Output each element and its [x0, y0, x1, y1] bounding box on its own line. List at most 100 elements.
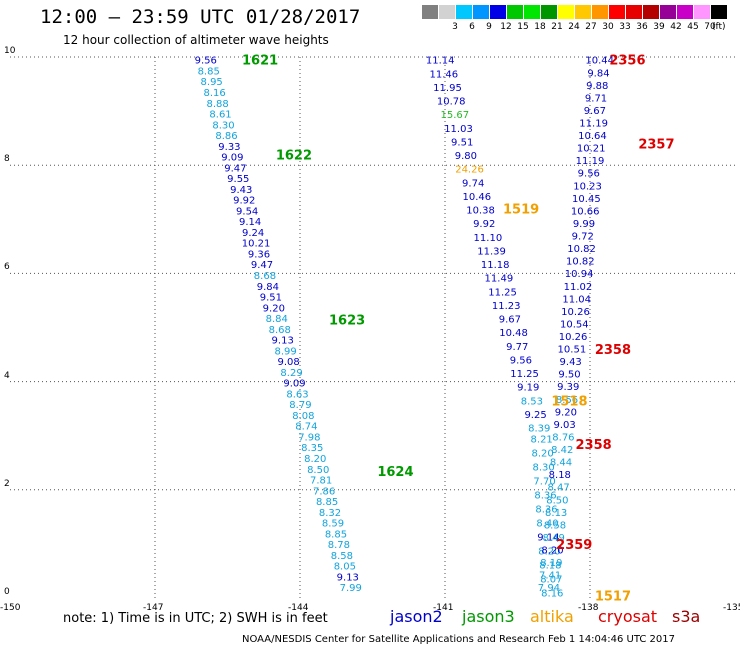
- wave-height-point: 8.05: [334, 562, 356, 573]
- satellite-name: cryosat: [598, 607, 658, 626]
- wave-height-point: 10.44: [585, 56, 614, 67]
- y-tick-label: 8: [4, 154, 10, 165]
- wave-height-point: 9.56: [510, 355, 532, 366]
- wave-height-point: 7.94: [538, 583, 560, 594]
- wave-height-point: 8.79: [289, 400, 311, 411]
- wave-height-point: 8.32: [319, 508, 341, 519]
- wave-height-point: 9.13: [337, 572, 359, 583]
- x-tick-label: -135: [723, 603, 740, 613]
- legend-label: 6: [469, 22, 475, 32]
- legend-swatch: [677, 5, 693, 19]
- wave-height-point: 9.54: [236, 206, 258, 217]
- legend-swatch: [711, 5, 727, 19]
- wave-height-point: 9.84: [257, 282, 279, 293]
- wave-height-point: 9.03: [553, 420, 575, 431]
- wave-height-point: 8.63: [286, 389, 308, 400]
- legend-swatch: [643, 5, 659, 19]
- wave-height-point: 8.07: [540, 575, 562, 586]
- satellite-name: jason3: [462, 607, 515, 626]
- wave-height-point: 9.80: [455, 151, 477, 162]
- wave-height-point: 8.16: [203, 88, 225, 99]
- wave-height-point: 8.30: [532, 462, 554, 473]
- wave-height-point: 8.18: [539, 561, 561, 572]
- wave-height-point: 11.49: [485, 274, 514, 285]
- wave-height-point: 8.53: [521, 396, 543, 407]
- legend-label: 15: [517, 22, 529, 32]
- wave-height-point: 8.56: [556, 395, 578, 406]
- pass-time-label: 2359: [556, 538, 592, 553]
- x-tick-label: -141: [433, 603, 454, 613]
- wave-height-point: 11.04: [562, 294, 591, 305]
- wave-height-point: 10.26: [561, 307, 590, 318]
- wave-height-point: 11.02: [564, 282, 593, 293]
- wave-height-point: 8.74: [295, 422, 317, 433]
- wave-height-point: 9.55: [227, 174, 249, 185]
- wave-height-point: 11.25: [510, 369, 539, 380]
- wave-height-point: 9.92: [473, 219, 495, 230]
- wave-height-point: 9.43: [230, 185, 252, 196]
- wave-height-point: 8.85: [198, 66, 220, 77]
- wave-height-point: 9.67: [584, 106, 606, 117]
- pass-time-label: 1624: [377, 465, 413, 480]
- y-tick-label: 4: [4, 370, 10, 381]
- wave-height-point: 8.20: [541, 546, 563, 557]
- wave-height-point: 9.50: [558, 370, 580, 381]
- wave-height-point: 10.64: [578, 131, 607, 142]
- wave-height-point: 10.48: [499, 328, 528, 339]
- wave-height-point: 8.39: [528, 424, 550, 435]
- footer-note: note: 1) Time is in UTC; 2) SWH is in fe…: [63, 611, 328, 626]
- wave-height-point: 8.21: [531, 434, 553, 445]
- wave-height-point: 9.56: [195, 56, 217, 67]
- wave-height-point: 9.08: [277, 357, 299, 368]
- wave-height-point: 10.23: [573, 181, 602, 192]
- pass-time-label: 1518: [551, 395, 587, 410]
- wave-height-point: 8.68: [254, 271, 276, 282]
- wave-height-point: 9.74: [462, 178, 484, 189]
- legend-label: 3: [452, 22, 458, 32]
- wave-height-point: 11.46: [430, 69, 459, 80]
- wave-height-point: 9.47: [224, 163, 246, 174]
- wave-height-point: 8.42: [551, 445, 573, 456]
- wave-height-point: 8.20: [532, 448, 554, 459]
- wave-height-point: 9.09: [283, 379, 305, 390]
- pass-time-label: 2358: [595, 343, 631, 358]
- legend-swatch: [626, 5, 642, 19]
- pass-time-label: 1519: [503, 202, 539, 217]
- legend-swatch: [473, 5, 489, 19]
- wave-height-point: 9.24: [242, 228, 264, 239]
- legend-swatch: [660, 5, 676, 19]
- wave-height-point: 7.41: [539, 571, 561, 582]
- wave-height-point: 9.99: [573, 219, 595, 230]
- wave-height-point: 9.72: [572, 232, 594, 243]
- wave-height-point: 7.99: [340, 583, 362, 594]
- wave-height-point: 8.49: [543, 533, 565, 544]
- wave-height-point: 8.61: [209, 110, 231, 121]
- legend-swatch: [524, 5, 540, 19]
- wave-height-point: 8.58: [544, 520, 566, 531]
- y-tick-label: 10: [4, 46, 16, 56]
- wave-height-point: 9.20: [263, 303, 285, 314]
- footer-credit: NOAA/NESDIS Center for Satellite Applica…: [242, 634, 675, 645]
- wave-height-point: 9.51: [451, 137, 473, 148]
- legend-swatch: [439, 5, 455, 19]
- legend-swatch: [507, 5, 523, 19]
- wave-height-point: 8.99: [275, 346, 297, 357]
- y-tick-label: 0: [4, 587, 10, 597]
- wave-height-point: 15.67: [441, 110, 470, 121]
- y-tick-label: 6: [4, 262, 10, 273]
- wave-height-point: 11.03: [444, 124, 473, 135]
- legend-label: 45: [687, 22, 699, 32]
- wave-height-point: 8.68: [269, 325, 291, 336]
- wave-height-point: 8.85: [316, 497, 338, 508]
- wave-height-point: 10.82: [567, 244, 596, 255]
- wave-height-point: 9.14: [239, 217, 261, 228]
- wave-height-point: 9.43: [560, 357, 582, 368]
- wave-height-point: 11.23: [492, 301, 521, 312]
- wave-height-point: 7.70: [533, 476, 555, 487]
- wave-height-point: 9.84: [587, 68, 609, 79]
- satellite-name: s3a: [672, 607, 701, 626]
- wave-height-point: 8.40: [536, 519, 558, 530]
- x-tick-label: -150: [0, 603, 21, 613]
- legend-swatch: [592, 5, 608, 19]
- wave-height-point: 8.76: [552, 432, 574, 443]
